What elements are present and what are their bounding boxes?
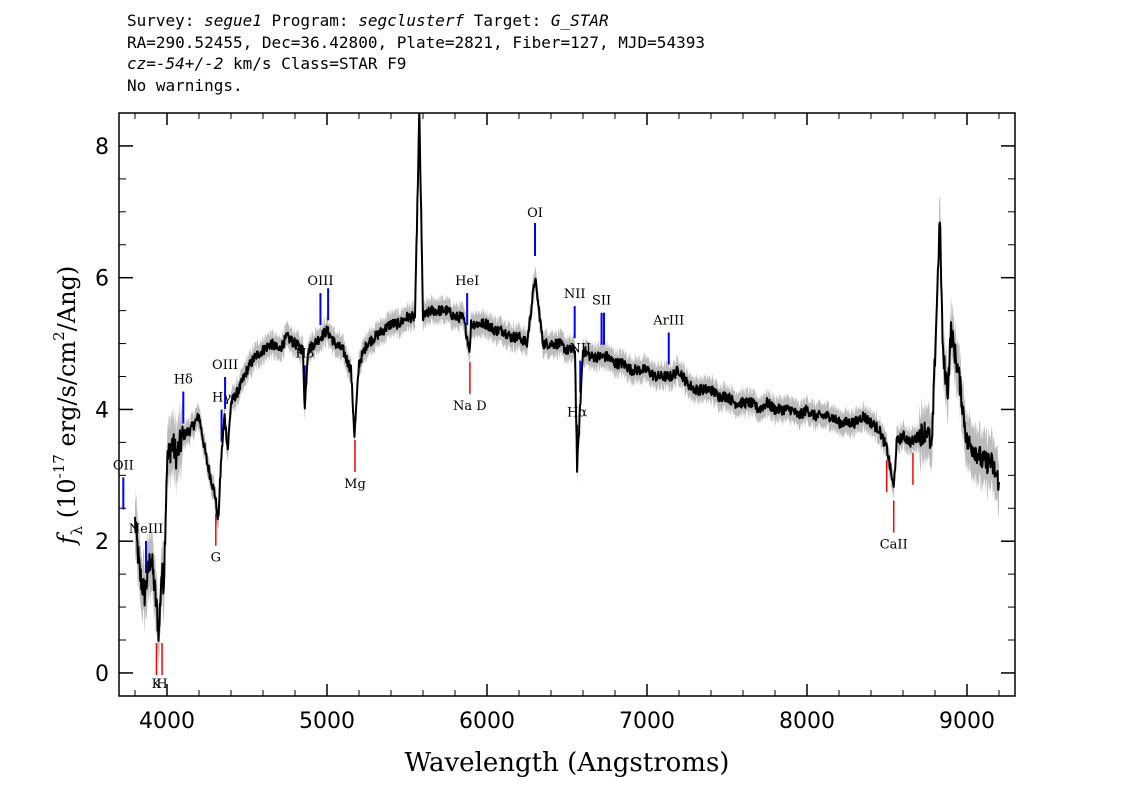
spectrum-line xyxy=(134,113,1000,642)
y-tick-label: 8 xyxy=(95,135,109,160)
axis-ticks: 4000 5000 6000 7000 8000 9000 0 2 4 6 8 xyxy=(95,113,1015,734)
line-label-Hbeta: Hβ xyxy=(295,346,314,361)
cz-rest: km/s Class=STAR F9 xyxy=(223,54,407,73)
target-value: G_STAR xyxy=(550,11,609,30)
line-label-OII: OII xyxy=(113,458,134,473)
x-tick-label: 7000 xyxy=(619,709,675,734)
header-line-3: cz=-54+/-2 km/s Class=STAR F9 xyxy=(127,53,705,75)
cz-label: cz= xyxy=(127,54,156,73)
line-label-OIII-4959: OIII xyxy=(307,274,333,289)
survey-value: segue1 xyxy=(204,11,262,30)
spectrum xyxy=(134,113,1000,642)
y-tick-label: 0 xyxy=(95,662,109,687)
error-envelope xyxy=(135,113,999,671)
plot-header: Survey: segue1 Program: segclusterf Targ… xyxy=(127,10,705,96)
line-label-K: K xyxy=(152,677,162,692)
line-label-Hgamma: Hγ xyxy=(212,391,231,406)
x-axis-label: Wavelength (Angstroms) xyxy=(405,748,730,778)
error-band xyxy=(135,113,999,671)
x-tick-label: 4000 xyxy=(139,709,195,734)
y-axis-label: fλ (10-17 erg/s/cm2/Ang) xyxy=(50,266,86,547)
line-label-Mg: Mg xyxy=(344,477,366,492)
header-line-1: Survey: segue1 Program: segclusterf Targ… xyxy=(127,10,705,32)
line-label-Hdelta: Hδ xyxy=(174,373,193,388)
line-label-OI: OI xyxy=(527,206,543,221)
survey-label: Survey: xyxy=(127,11,205,30)
line-label-NaD: Na D xyxy=(453,399,487,414)
line-label-Halpha: Hα xyxy=(567,406,587,421)
y-tick-label: 6 xyxy=(95,267,109,292)
line-label-G: G xyxy=(211,551,221,566)
line-labels: OII NeIII KH Hδ G Hγ OIII Hβ OIII Mg HeI Na D OI NII H… xyxy=(113,206,908,692)
x-tick-label: 6000 xyxy=(459,709,515,734)
header-line-2: RA=290.52455, Dec=36.42800, Plate=2821, … xyxy=(127,32,705,52)
line-label-ArIII: ArIII xyxy=(652,314,684,329)
line-label-HeI: HeI xyxy=(455,274,479,289)
line-label-OIII-4363: OIII xyxy=(212,358,238,373)
line-markers xyxy=(122,223,914,675)
line-label-NeIII: NeIII xyxy=(129,522,163,537)
line-label-NII-6548: NII xyxy=(564,287,586,302)
y-tick-label: 2 xyxy=(95,530,109,555)
header-line-4: No warnings. xyxy=(127,75,243,95)
y-tick-label: 4 xyxy=(95,398,109,423)
line-label-NII-6583: NII xyxy=(569,342,591,357)
program-value: segclusterf xyxy=(358,11,465,30)
cz-value: -54+/-2 xyxy=(155,54,224,73)
x-tick-label: 5000 xyxy=(299,709,355,734)
plot-frame xyxy=(118,112,1016,697)
line-label-SII-6716: SII xyxy=(592,294,611,309)
x-tick-label: 9000 xyxy=(939,709,995,734)
line-label-H: H xyxy=(156,677,167,692)
target-label: Target: xyxy=(464,11,551,30)
x-tick-label: 8000 xyxy=(779,709,835,734)
program-label: Program: xyxy=(261,11,359,30)
line-label-CaII-8542: CaII xyxy=(880,537,908,552)
